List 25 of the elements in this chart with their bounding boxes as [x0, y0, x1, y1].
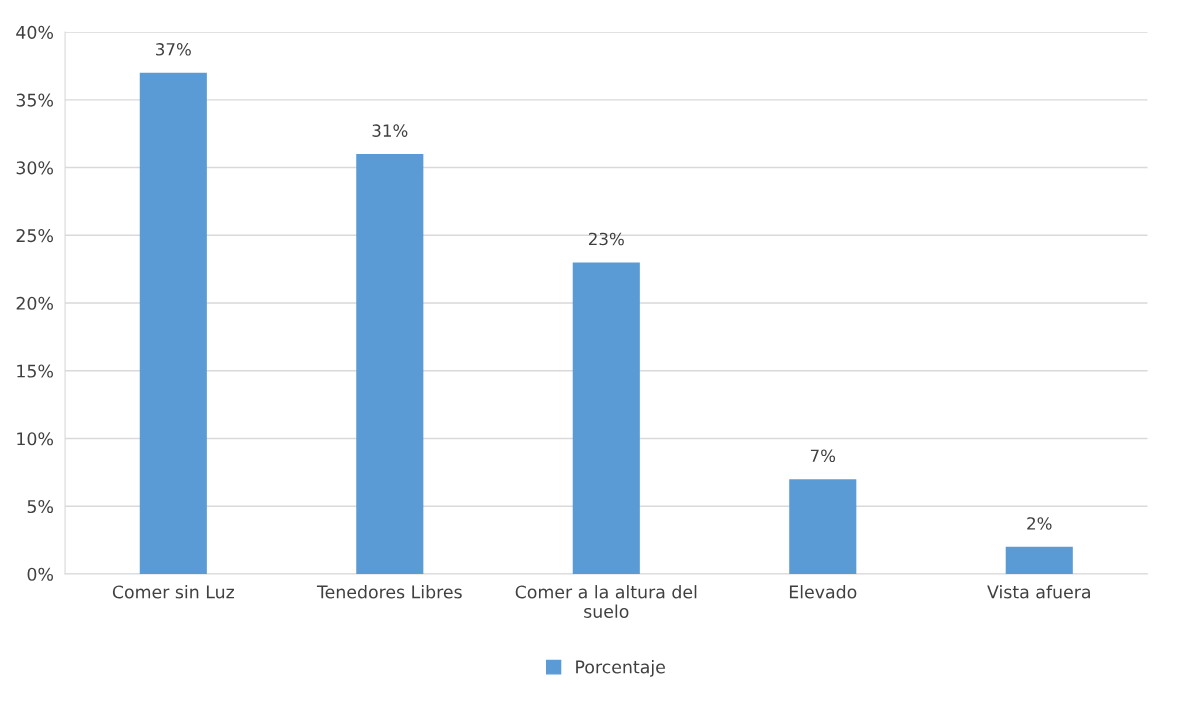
x-tick-label: Elevado	[789, 585, 857, 599]
x-tick-label: Tenedores Libres	[316, 585, 462, 599]
bar	[356, 154, 424, 574]
y-tick-label: 15%	[17, 364, 53, 378]
bar	[139, 72, 207, 574]
data-label: 31%	[372, 124, 408, 137]
y-tick-label: 20%	[16, 296, 53, 310]
bar	[1005, 546, 1073, 574]
y-tick-label: 0%	[27, 567, 53, 581]
bar	[789, 479, 857, 574]
bar	[572, 262, 640, 574]
y-tick-label: 5%	[27, 499, 53, 514]
data-label: 7%	[810, 449, 836, 463]
y-tick-label: 30%	[16, 161, 53, 175]
data-label: 37%	[156, 43, 191, 56]
y-tick-label: 25%	[16, 229, 53, 243]
data-label: 23%	[588, 232, 624, 246]
x-tick-label: Comer a la altura del suelo	[515, 585, 697, 618]
y-tick-label: 40%	[16, 25, 53, 39]
x-tick-label: Comer sin Luz	[112, 585, 234, 599]
y-tick-label: 35%	[16, 93, 53, 107]
data-label: 2%	[1027, 517, 1052, 530]
y-tick-label: 10%	[17, 432, 53, 446]
legend-label: Porcentaje	[576, 660, 665, 677]
x-tick-label: Vista afuera	[987, 585, 1090, 599]
